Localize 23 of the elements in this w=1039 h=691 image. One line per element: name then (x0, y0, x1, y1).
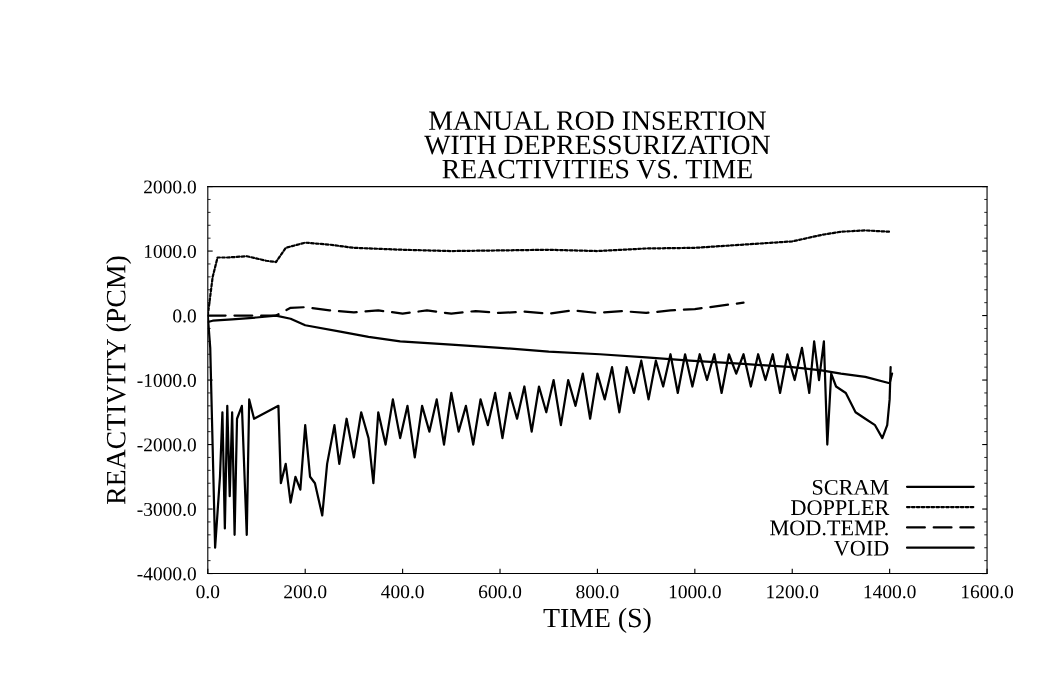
x-tick-label: 1200.0 (767, 585, 819, 599)
y-tick-label: 1000.0 (144, 244, 196, 259)
legend-label: VOID (833, 540, 889, 556)
y-tick-label: -2000.0 (137, 438, 196, 452)
x-tick-label: 1000.0 (669, 585, 721, 599)
chart-title: MANUAL ROD INSERTION WITH DEPRESSURIZATION REACTIVITIES VS. TIME (424, 111, 770, 179)
x-tick-label: 1600.0 (962, 585, 1014, 599)
x-tick-label: 600.0 (478, 585, 522, 599)
legend-label: MOD.TEMP. (770, 520, 888, 536)
y-tick-label: -1000.0 (137, 373, 196, 388)
x-tick-label: 200.0 (284, 585, 327, 599)
y-tick-label: 0.0 (173, 309, 196, 323)
x-axis-title: TIME (S) (543, 607, 651, 634)
y-tick-label: -3000.0 (137, 502, 196, 517)
y-tick-label: 2000.0 (144, 180, 196, 194)
x-tick-label: 1400.0 (864, 585, 916, 599)
x-tick-label: 800.0 (576, 585, 619, 599)
y-axis-title: REACTIVITY (PCM) (106, 256, 132, 505)
x-tick-label: 0.0 (196, 585, 220, 599)
x-tick-label: 400.0 (381, 585, 424, 599)
y-tick-label: -4000.0 (137, 567, 196, 581)
legend-label: DOPPLER (791, 500, 890, 516)
legend-label: SCRAM (812, 479, 889, 495)
